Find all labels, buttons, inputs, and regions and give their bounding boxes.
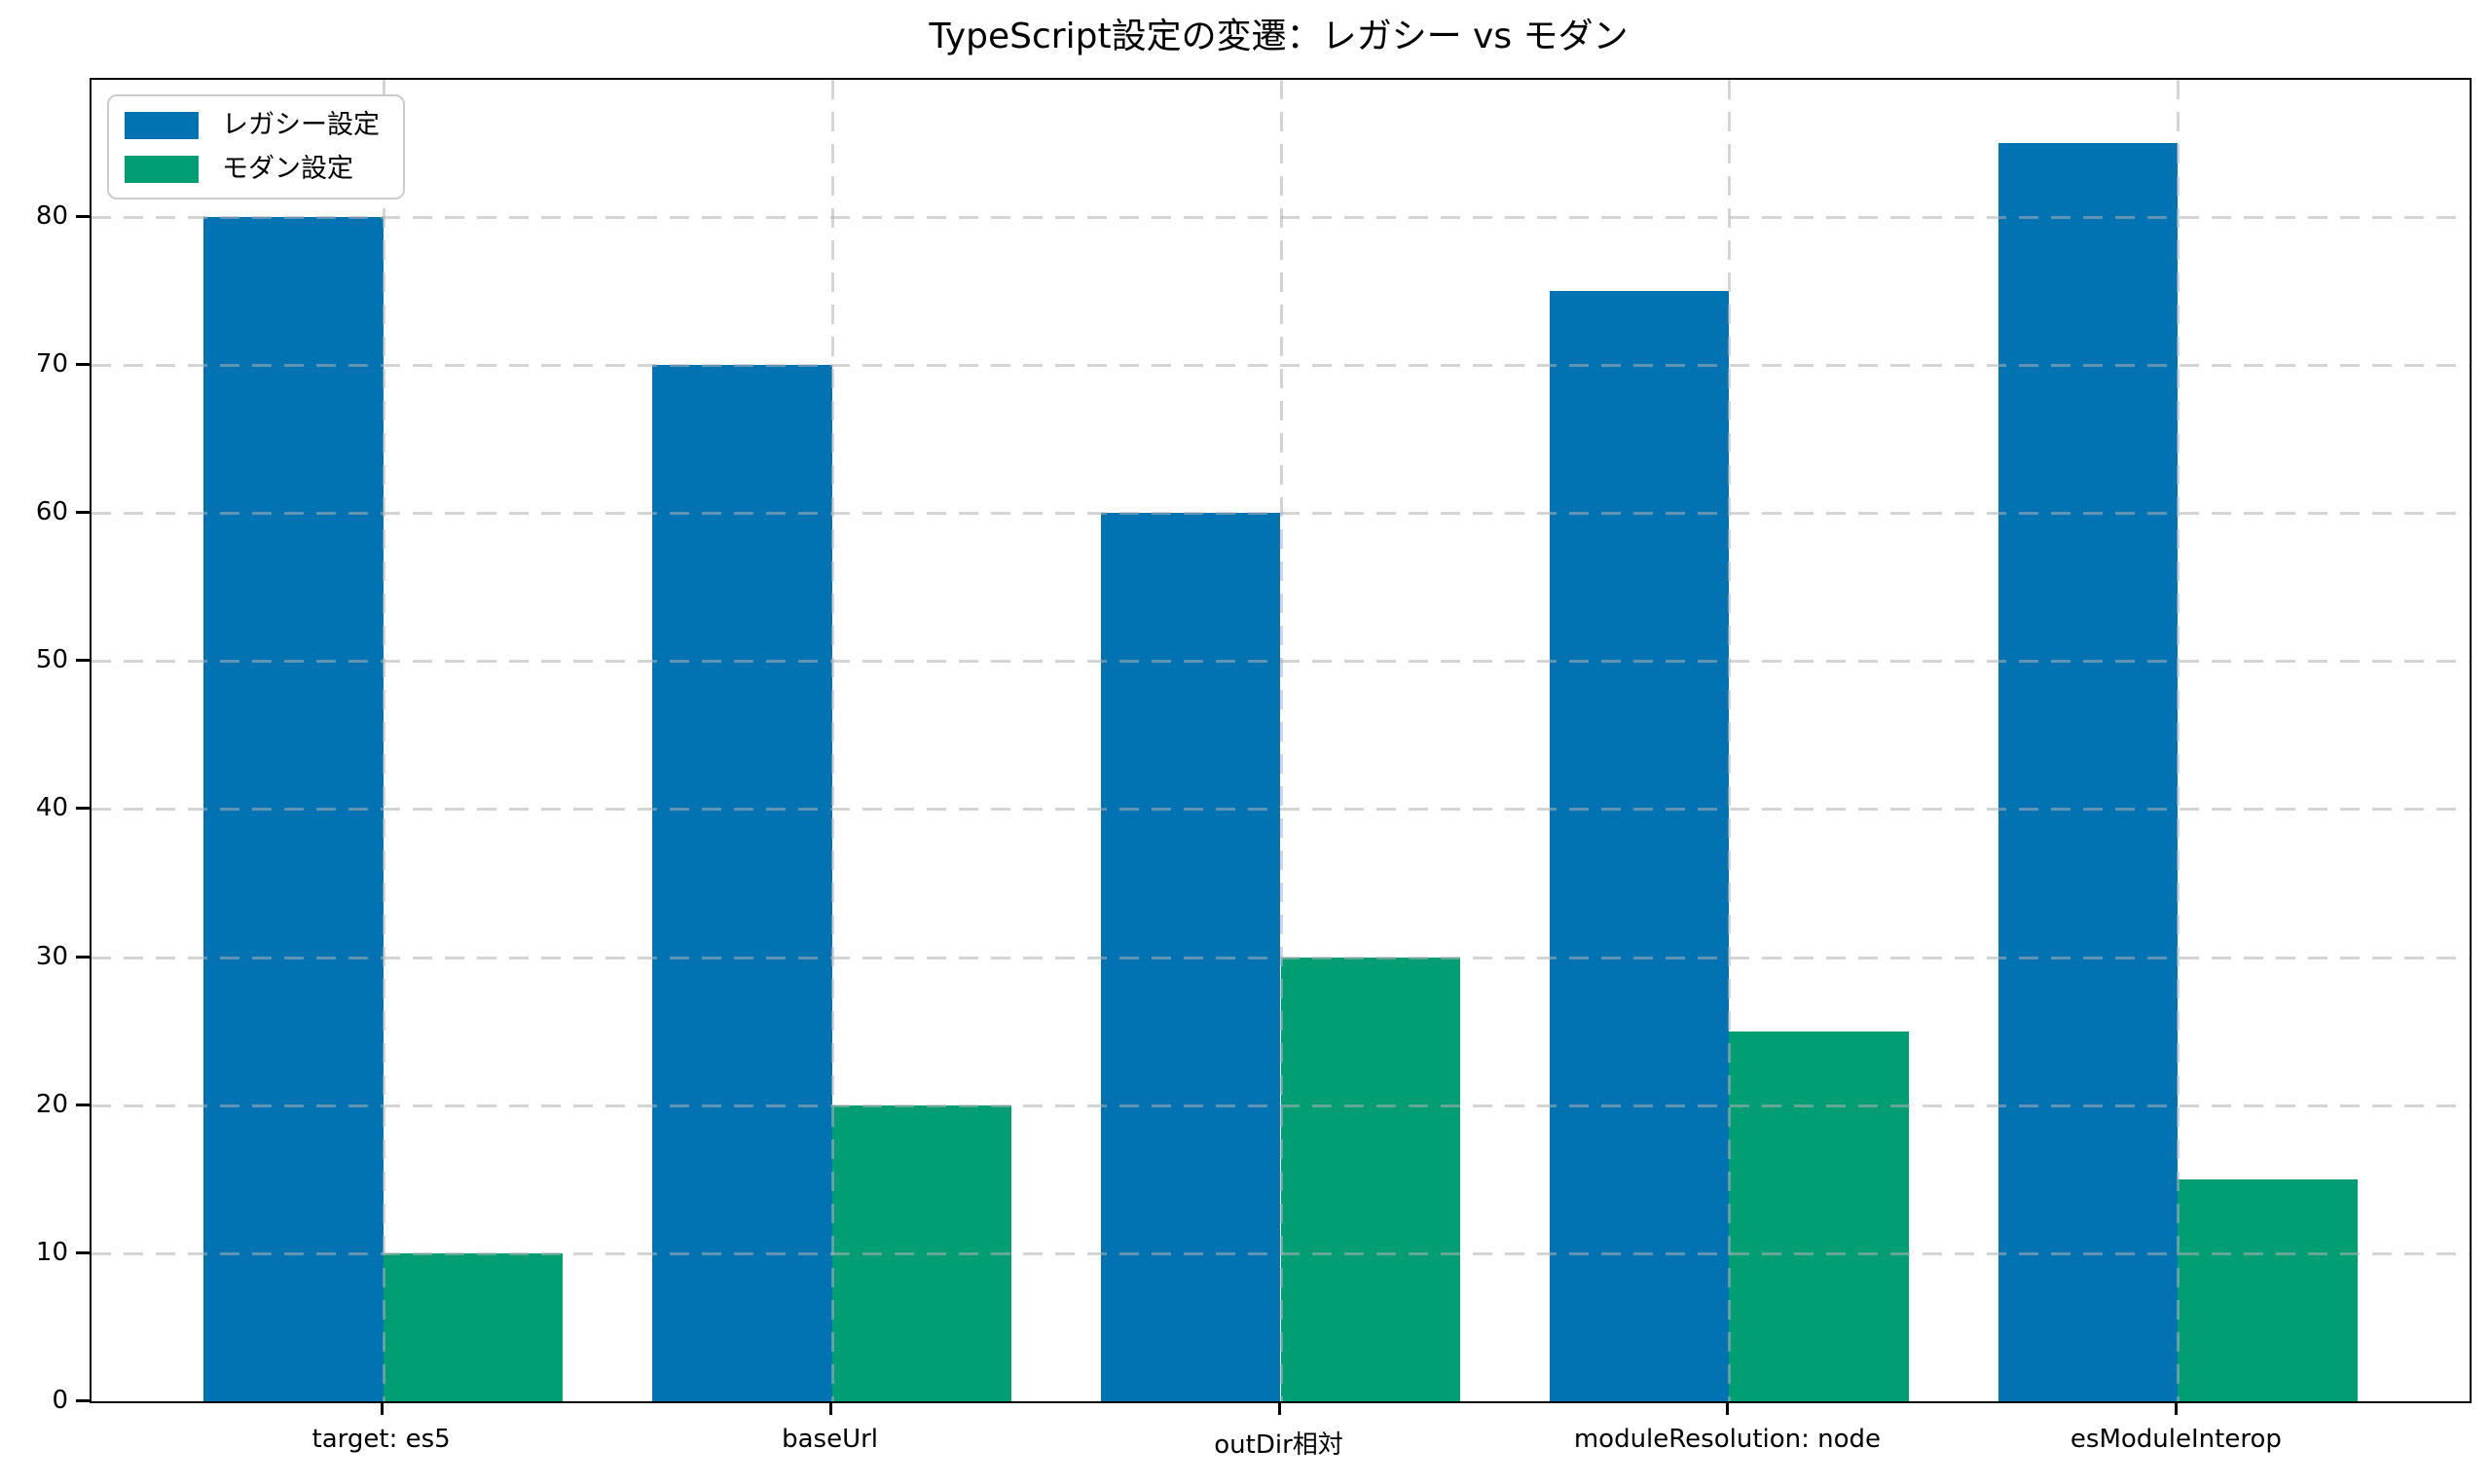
legend-swatch-legacy	[125, 111, 199, 139]
gridline-v-0	[382, 80, 385, 1401]
y-tick-mark-50	[76, 659, 90, 663]
legend-label-modern: モダン設定	[222, 154, 353, 185]
chart-title: TypeScript設定の変遷：レガシー vs モダン	[929, 17, 1629, 56]
y-tick-label-40: 40	[35, 793, 68, 823]
y-tick-label-70: 70	[35, 348, 68, 379]
y-tick-mark-0	[76, 1399, 90, 1402]
gridline-v-2	[1279, 80, 1283, 1401]
y-tick-mark-30	[76, 955, 90, 959]
x-tick-mark-4	[2175, 1401, 2179, 1415]
plot-area	[90, 78, 2472, 1403]
y-tick-label-10: 10	[35, 1237, 68, 1267]
bar-modern-0	[383, 1252, 563, 1401]
gridline-v-4	[2177, 80, 2180, 1401]
bar-legacy-4	[1998, 142, 2179, 1401]
y-tick-mark-10	[76, 1250, 90, 1254]
bar-modern-2	[1280, 957, 1460, 1401]
legend-label-legacy: レガシー設定	[222, 110, 380, 140]
bar-modern-3	[1729, 1031, 1909, 1401]
x-tick-label-1: baseUrl	[782, 1425, 879, 1454]
bar-legacy-1	[652, 364, 832, 1401]
x-tick-mark-2	[1277, 1401, 1281, 1415]
y-tick-label-20: 20	[35, 1089, 68, 1119]
y-tick-mark-40	[76, 807, 90, 811]
y-tick-mark-20	[76, 1103, 90, 1106]
y-tick-mark-60	[76, 511, 90, 515]
y-tick-label-80: 80	[35, 200, 68, 231]
x-tick-mark-3	[1726, 1401, 1730, 1415]
bar-legacy-3	[1550, 290, 1730, 1401]
x-tick-label-0: target: es5	[312, 1425, 451, 1454]
legend: レガシー設定 モダン設定	[107, 94, 405, 200]
y-tick-mark-80	[76, 214, 90, 218]
legend-item-modern: モダン設定	[125, 154, 380, 184]
legend-item-legacy: レガシー設定	[125, 110, 380, 140]
y-tick-label-30: 30	[35, 941, 68, 971]
y-tick-label-50: 50	[35, 645, 68, 675]
y-tick-label-0: 0	[52, 1386, 68, 1415]
x-tick-label-4: esModuleInterop	[2070, 1425, 2282, 1454]
x-tick-label-3: moduleResolution: node	[1573, 1425, 1882, 1454]
y-tick-mark-70	[76, 362, 90, 366]
gridline-v-1	[830, 80, 834, 1401]
x-tick-label-2: outDir相対	[1214, 1430, 1343, 1460]
bar-modern-4	[2178, 1178, 2358, 1401]
y-tick-label-60: 60	[35, 497, 68, 527]
legend-swatch-modern	[125, 155, 199, 183]
x-tick-mark-0	[380, 1401, 384, 1415]
gridline-v-3	[1728, 80, 1732, 1401]
x-tick-mark-1	[828, 1401, 832, 1415]
